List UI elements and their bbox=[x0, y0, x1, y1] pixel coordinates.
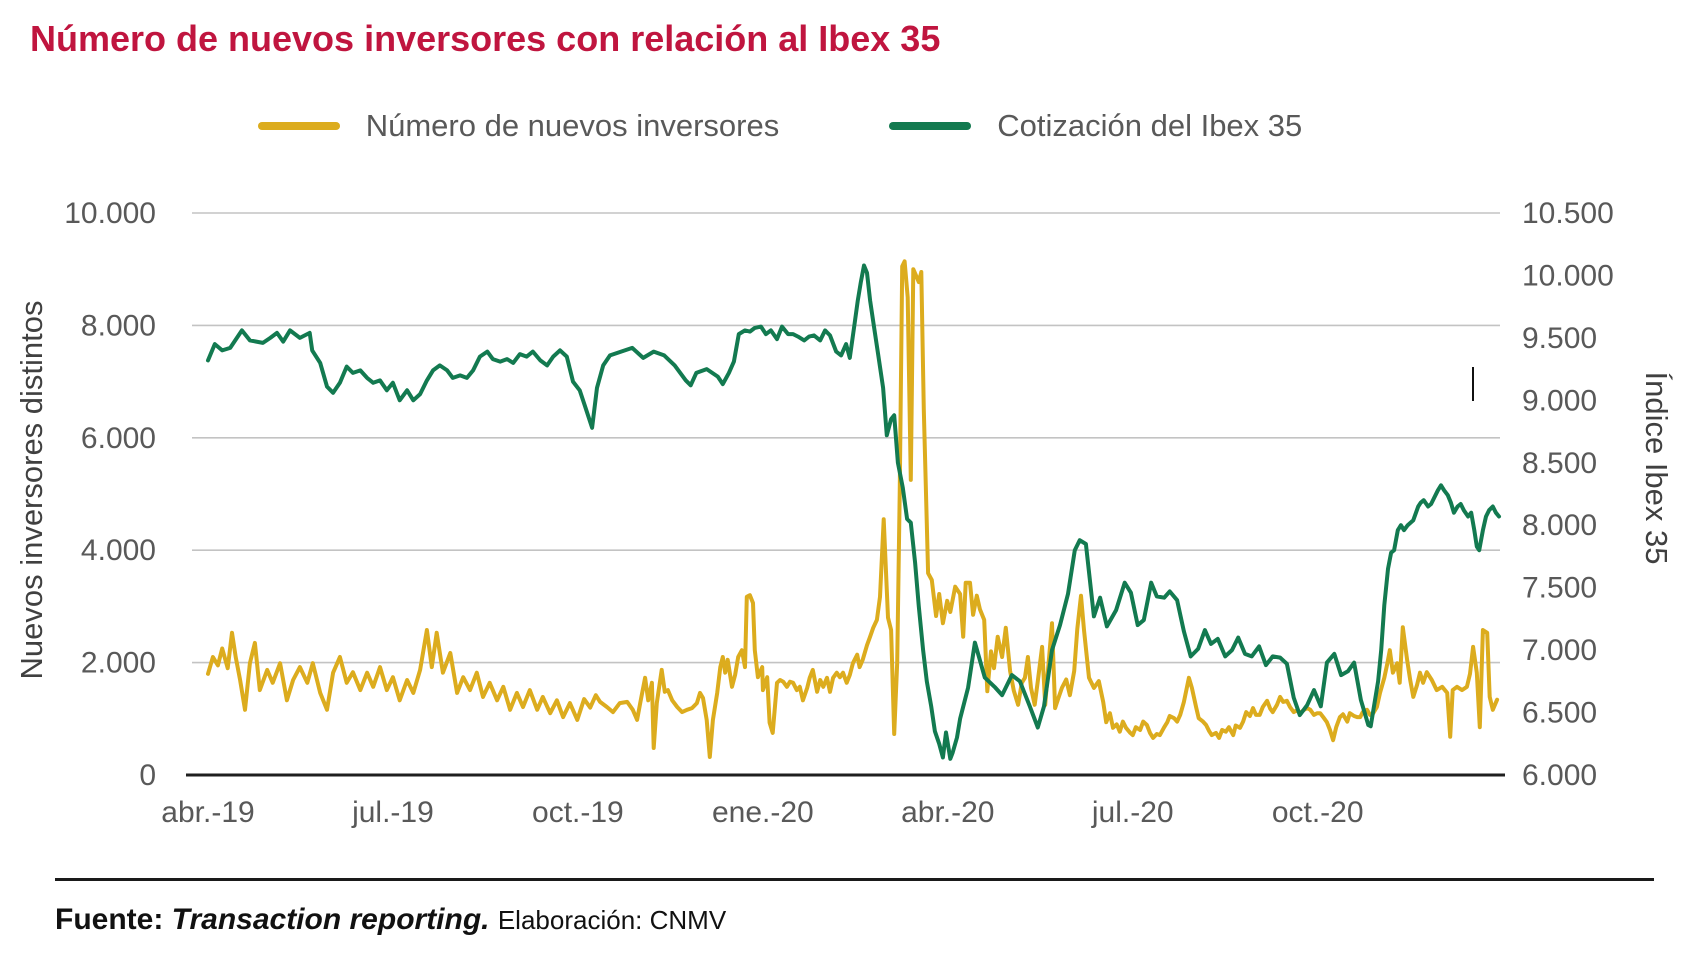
right-tick-label: 10.500 bbox=[1522, 197, 1614, 230]
right-tick-label: 6.500 bbox=[1522, 697, 1597, 730]
legend: Número de nuevos inversores Cotización d… bbox=[0, 108, 1560, 144]
x-tick-label: ene.-20 bbox=[712, 796, 814, 829]
source-note: Fuente: Transaction reporting. Elaboraci… bbox=[55, 903, 726, 937]
left-tick-label: 10.000 bbox=[64, 197, 156, 230]
x-tick-label: jul.-19 bbox=[351, 796, 434, 829]
right-tick-label: 8.500 bbox=[1522, 447, 1597, 480]
x-tick-label: oct.-19 bbox=[532, 796, 624, 829]
right-tick-label: 9.500 bbox=[1522, 322, 1597, 355]
elaboration-value: CNMV bbox=[649, 905, 727, 935]
right-tick-label: 7.000 bbox=[1522, 634, 1597, 667]
gridlines bbox=[192, 212, 1500, 664]
legend-item-nuevos-inversores: Número de nuevos inversores bbox=[257, 108, 780, 144]
right-axis-ticks: 10.500 10.000 9.500 9.000 8.500 8.000 7.500 7.0… bbox=[1522, 197, 1614, 792]
x-tick-label: abr.-19 bbox=[161, 796, 254, 829]
left-tick-label: 2.000 bbox=[81, 647, 156, 680]
right-tick-label: 9.000 bbox=[1522, 384, 1597, 417]
green-line-swatch-icon bbox=[889, 122, 972, 130]
right-tick-label: 6.000 bbox=[1522, 759, 1597, 792]
series-line-ibex35 bbox=[206, 263, 1501, 761]
series-paths bbox=[206, 259, 1501, 761]
x-axis-ticks: abr.-19 jul.-19 oct.-19 ene.-20 abr.-20 jul.-… bbox=[161, 796, 1363, 829]
series-line-nuevos-inversores bbox=[206, 259, 1500, 759]
right-axis-title: Índice Ibex 35 bbox=[1639, 371, 1674, 564]
legend-item-ibex35: Cotización del Ibex 35 bbox=[889, 108, 1302, 144]
yellow-line-swatch-icon bbox=[257, 122, 340, 130]
x-tick-label: oct.-20 bbox=[1272, 796, 1364, 829]
left-axis-title: Nuevos inversores distintos bbox=[14, 300, 49, 679]
page-title: Número de nuevos inversores con relación… bbox=[30, 18, 941, 59]
left-axis-ticks: 10.000 8.000 6.000 4.000 2.000 0 bbox=[64, 197, 156, 792]
right-tick-label: 7.500 bbox=[1522, 572, 1597, 605]
source-value: Transaction reporting. bbox=[171, 903, 490, 936]
legend-label: Cotización del Ibex 35 bbox=[997, 108, 1303, 143]
footer-divider bbox=[55, 878, 1654, 881]
source-label: Fuente: bbox=[55, 903, 164, 936]
elaboration-label: Elaboración: bbox=[497, 905, 643, 935]
right-tick-label: 10.000 bbox=[1522, 259, 1614, 292]
x-tick-label: abr.-20 bbox=[901, 796, 994, 829]
right-tick-label: 8.000 bbox=[1522, 509, 1597, 542]
legend-label: Número de nuevos inversores bbox=[365, 108, 780, 143]
left-tick-label: 6.000 bbox=[81, 422, 156, 455]
left-tick-label: 8.000 bbox=[81, 309, 156, 342]
text-cursor-artifact bbox=[1472, 367, 1474, 401]
left-tick-label: 0 bbox=[139, 759, 156, 792]
x-tick-label: jul.-20 bbox=[1091, 796, 1174, 829]
left-tick-label: 4.000 bbox=[81, 534, 156, 567]
